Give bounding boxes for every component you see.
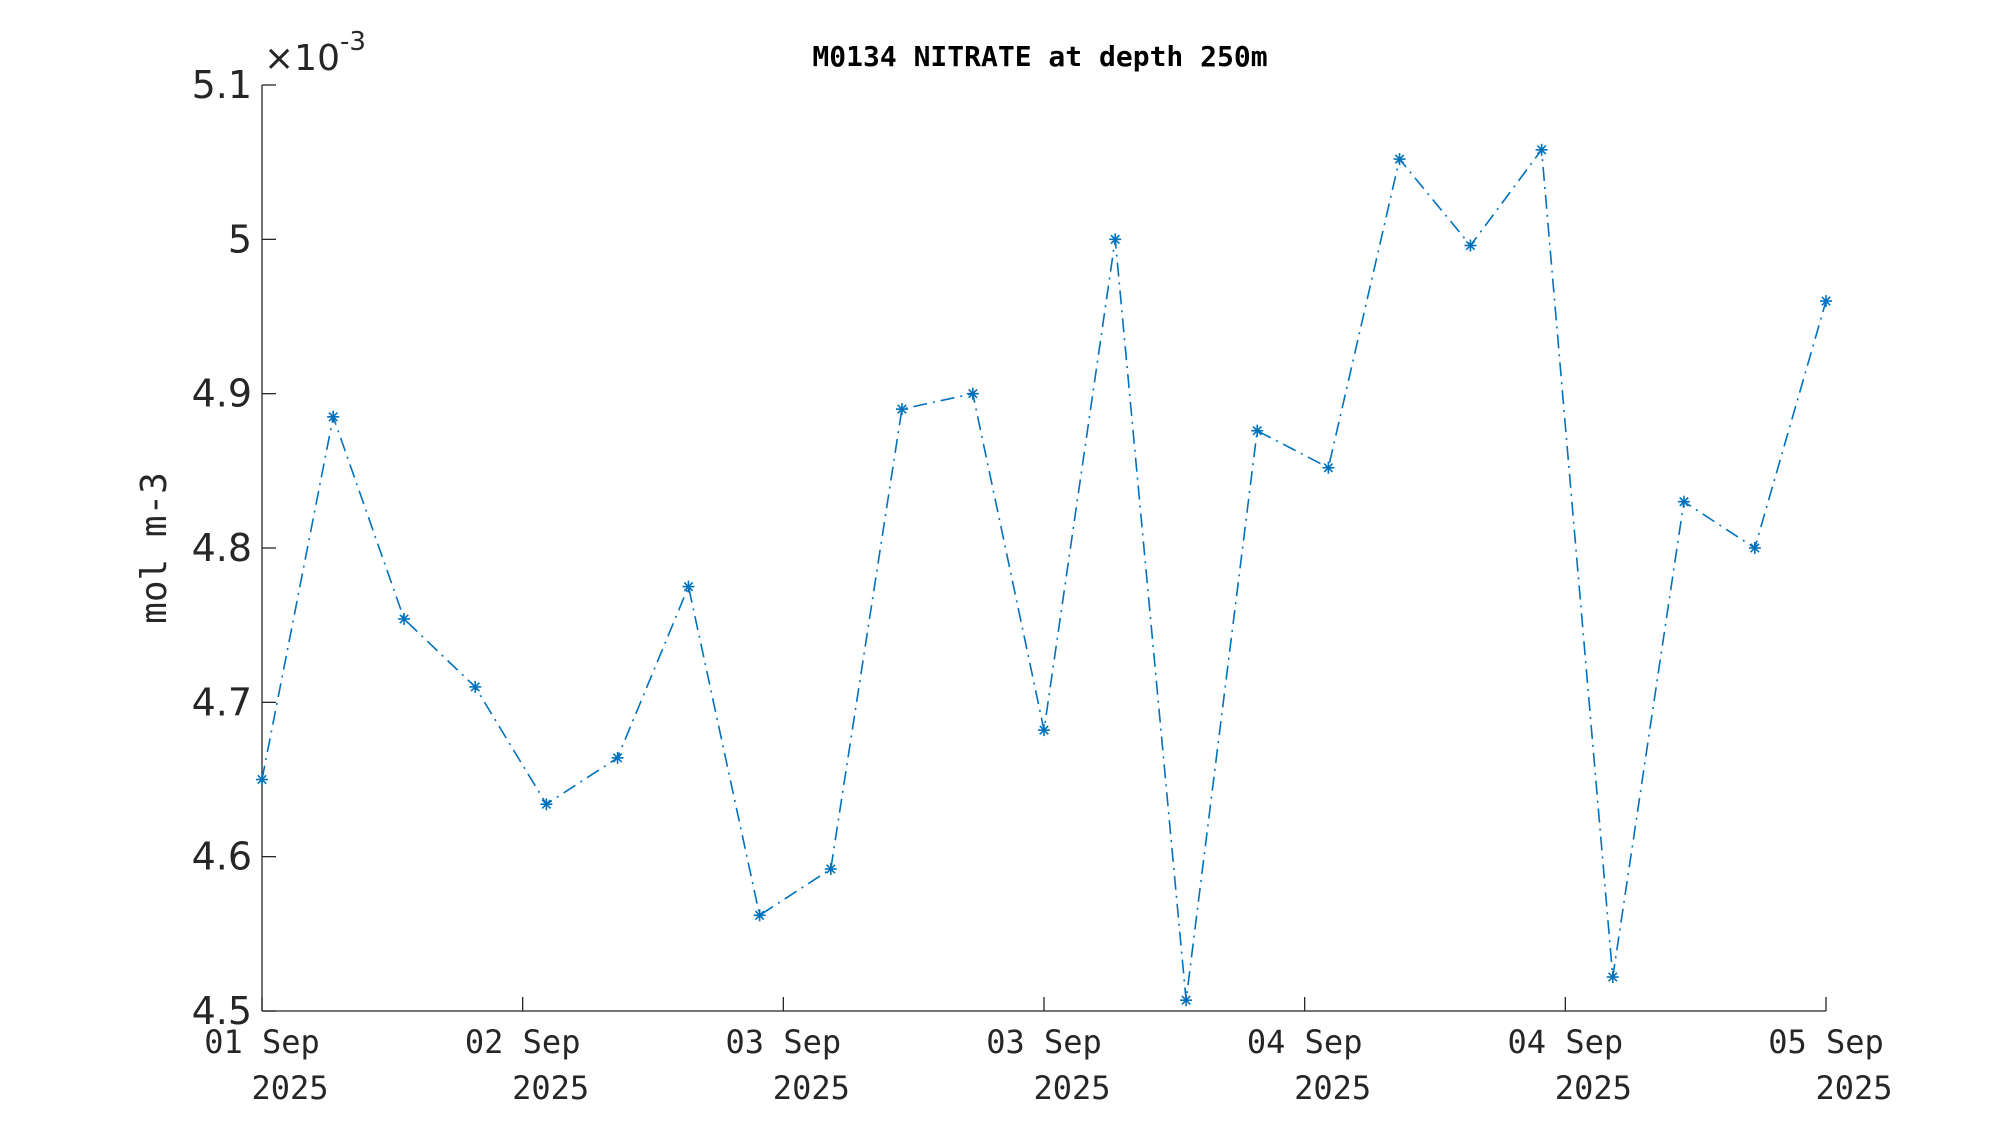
x-tick-label-date: 04 Sep [1247, 1023, 1363, 1061]
data-point-marker [1606, 971, 1619, 984]
data-point-marker [611, 751, 624, 764]
x-tick-label-date: 04 Sep [1508, 1023, 1624, 1061]
y-multiplier: ×10-3 [264, 27, 366, 79]
data-point-marker [540, 798, 553, 811]
x-tick-label-year: 2025 [251, 1069, 328, 1107]
data-point-marker [753, 909, 766, 922]
series-group [256, 143, 1832, 1007]
x-tick-label-date: 05 Sep [1768, 1023, 1884, 1061]
axes [261, 85, 1826, 1012]
data-point-marker [824, 863, 837, 876]
x-tick-label-year: 2025 [1033, 1069, 1110, 1107]
data-point-marker [1535, 143, 1548, 156]
data-point-marker [1748, 542, 1761, 554]
data-point-marker [682, 580, 695, 593]
series-line [261, 147, 1827, 1001]
y-tick-label: 4.7 [192, 680, 252, 724]
y-tick-label: 4.9 [192, 372, 252, 416]
chart-title: M0134 NITRATE at depth 250m [812, 40, 1267, 73]
x-tick-label-date: 03 Sep [986, 1023, 1102, 1061]
y-multiplier-exponent: -3 [340, 27, 366, 57]
y-tick-label: 4.6 [192, 835, 252, 879]
data-point-marker [895, 403, 908, 416]
x-tick-label-date: 01 Sep [204, 1023, 320, 1061]
data-point-marker [1322, 461, 1335, 474]
x-tick-label-date: 03 Sep [726, 1023, 842, 1061]
y-multiplier-base: ×10 [264, 38, 340, 79]
x-tick-label-date: 02 Sep [465, 1023, 581, 1061]
y-tick-label: 4.5 [192, 989, 252, 1033]
x-tick-label-year: 2025 [1294, 1069, 1371, 1107]
y-tick-label: 5.1 [192, 63, 252, 107]
x-tick-label-year: 2025 [1555, 1069, 1632, 1107]
x-ticks: 01 Sep 2025 02 Sep 2025 03 Sep 2025 03 Sep 2025… [204, 997, 1893, 1107]
data-point-marker [1820, 295, 1832, 308]
data-point-marker [1677, 495, 1690, 508]
y-tick-label: 5 [228, 217, 252, 261]
x-tick-label-year: 2025 [512, 1069, 589, 1107]
data-point-marker [398, 612, 411, 625]
y-tick-label: 4.8 [192, 526, 252, 570]
y-ticks: 4.5 4.6 4.7 4.8 4.9 5 5.1 [192, 63, 276, 1033]
data-point-marker [1109, 233, 1122, 246]
data-point-marker [1464, 239, 1477, 252]
data-point-marker [1038, 724, 1050, 737]
data-point-marker [966, 387, 979, 400]
x-tick-label-year: 2025 [1815, 1069, 1892, 1107]
data-point-marker [256, 773, 268, 786]
data-point-marker [1251, 424, 1264, 437]
data-point-marker [1393, 153, 1406, 166]
x-tick-label-year: 2025 [773, 1069, 850, 1107]
data-point-marker [469, 680, 482, 693]
data-point-marker [1180, 994, 1193, 1007]
data-point-marker [327, 410, 340, 423]
y-axis-label: mol m-3 [134, 472, 175, 624]
